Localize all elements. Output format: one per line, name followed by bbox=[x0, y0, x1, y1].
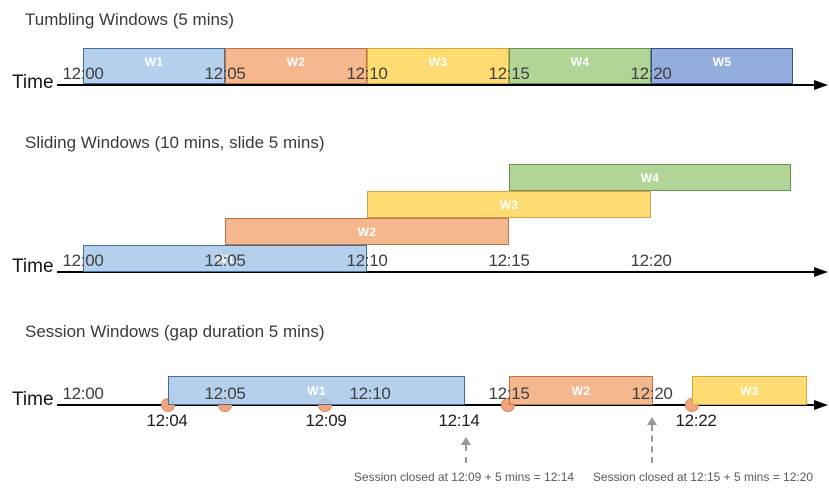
time-axis-label: Time bbox=[12, 256, 54, 277]
callout-text: Session closed at 12:09 + 5 mins = 12:14 bbox=[353, 470, 575, 484]
timeline-axis bbox=[57, 404, 814, 406]
event-time-label: 12:09 bbox=[305, 411, 347, 430]
timeline-axis bbox=[57, 271, 814, 273]
window-label-w2: W2 bbox=[286, 55, 306, 69]
tick-label: 12:05 bbox=[204, 64, 246, 83]
window-box-w2: W2 bbox=[225, 218, 509, 245]
timeline-arrowhead-icon bbox=[814, 400, 828, 410]
window-box-w1: W1 bbox=[168, 376, 465, 405]
time-axis-label: Time bbox=[12, 389, 54, 410]
tick-label: 12:00 bbox=[62, 64, 104, 83]
timeline-arrowhead-icon bbox=[814, 267, 828, 277]
window-box-w3: W3 bbox=[692, 376, 807, 405]
tick-label: 12:15 bbox=[488, 384, 530, 403]
window-label-w3: W3 bbox=[428, 55, 448, 69]
section-title-tumbling: Tumbling Windows (5 mins) bbox=[25, 10, 235, 29]
window-label-w2: W2 bbox=[357, 224, 377, 239]
window-label-w5: W5 bbox=[712, 55, 732, 69]
tick-label: 12:10 bbox=[346, 64, 388, 83]
event-time-label: 12:22 bbox=[675, 411, 717, 430]
timeline-arrowhead-icon bbox=[814, 80, 828, 90]
tick-label: 12:15 bbox=[488, 64, 530, 83]
window-box-w5: W5 bbox=[651, 48, 793, 84]
window-box-w1: W1 bbox=[83, 245, 367, 272]
callout-arrow-icon bbox=[461, 437, 471, 445]
window-box-w3: W3 bbox=[367, 48, 509, 84]
window-label-w2: W2 bbox=[571, 383, 591, 398]
window-label-w4: W4 bbox=[640, 170, 660, 185]
callout-arrow-line bbox=[465, 445, 467, 463]
tick-label: 12:05 bbox=[204, 251, 246, 270]
window-box-w1: W1 bbox=[83, 48, 225, 84]
event-time-label: 12:14 bbox=[438, 411, 480, 430]
tick-label: 12:20 bbox=[631, 384, 673, 403]
tick-label: 12:05 bbox=[204, 384, 246, 403]
tick-label: 12:00 bbox=[62, 384, 104, 403]
window-label-w3: W3 bbox=[499, 197, 519, 212]
section-title-session: Session Windows (gap duration 5 mins) bbox=[25, 322, 325, 341]
window-label-w1: W1 bbox=[215, 251, 235, 266]
window-label-w1: W1 bbox=[144, 55, 164, 69]
window-label-w4: W4 bbox=[570, 55, 590, 69]
section-title-sliding: Sliding Windows (10 mins, slide 5 mins) bbox=[25, 133, 325, 152]
tick-label: 12:00 bbox=[62, 251, 104, 270]
callout-text: Session closed at 12:15 + 5 mins = 12:20 bbox=[592, 470, 814, 484]
window-box-w4: W4 bbox=[509, 164, 791, 191]
tick-label: 12:10 bbox=[349, 384, 391, 403]
callout-arrow-line bbox=[651, 425, 653, 463]
timeline-axis bbox=[57, 84, 814, 86]
tick-label: 12:10 bbox=[346, 251, 388, 270]
window-box-w2: W2 bbox=[225, 48, 367, 84]
window-box-w3: W3 bbox=[367, 191, 651, 218]
window-box-w2: W2 bbox=[509, 376, 653, 405]
tick-label: 12:20 bbox=[630, 251, 672, 270]
window-box-w4: W4 bbox=[509, 48, 651, 84]
window-label-w3: W3 bbox=[740, 383, 759, 398]
window-label-w1: W1 bbox=[307, 383, 326, 398]
callout-arrow-icon bbox=[647, 417, 657, 425]
tick-label: 12:15 bbox=[488, 251, 530, 270]
time-axis-label: Time bbox=[12, 72, 54, 93]
event-time-label: 12:04 bbox=[146, 411, 188, 430]
tick-label: 12:20 bbox=[630, 64, 672, 83]
